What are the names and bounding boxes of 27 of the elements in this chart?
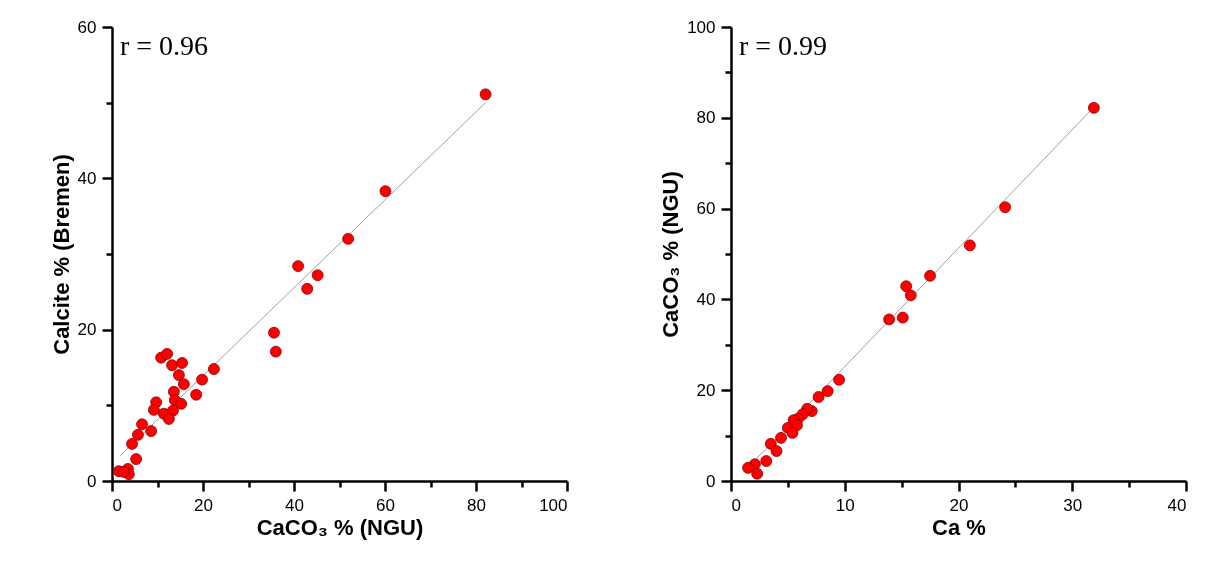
x-axis-title: Ca %	[932, 514, 986, 540]
y-tick-label: 0	[706, 471, 716, 491]
y-tick-label: 60	[77, 17, 97, 37]
y-tick-label: 100	[687, 17, 716, 37]
x-tick-label: 30	[1063, 495, 1083, 515]
y-tick-label: 0	[87, 471, 97, 491]
annotation: r = 0.99	[739, 30, 828, 61]
x-tick-label: 20	[194, 495, 213, 515]
x-tick-label: 0	[731, 495, 741, 515]
y-tick-label: 80	[696, 108, 716, 128]
x-tick-label: 0	[112, 495, 122, 515]
x-tick-label: 60	[376, 495, 395, 515]
x-tick-label: 20	[949, 495, 969, 515]
annotation: r = 0.96	[120, 30, 209, 61]
x-tick-label: 100	[539, 495, 568, 515]
y-tick-label: 20	[77, 320, 97, 340]
x-tick-label: 40	[1167, 495, 1187, 515]
y-tick-label: 20	[696, 380, 716, 400]
y-tick-label: 60	[696, 199, 716, 219]
y-axis-title: Calcite % (Bremen)	[48, 154, 74, 355]
y-tick-label: 40	[696, 289, 716, 309]
x-tick-label: 10	[835, 495, 855, 515]
y-axis-title: CaCO₃ % (NGU)	[658, 171, 684, 338]
x-axis-title: CaCO₃ % (NGU)	[256, 514, 424, 540]
y-tick-label: 40	[77, 168, 97, 188]
x-tick-label: 80	[467, 495, 486, 515]
x-tick-label: 40	[285, 495, 304, 515]
